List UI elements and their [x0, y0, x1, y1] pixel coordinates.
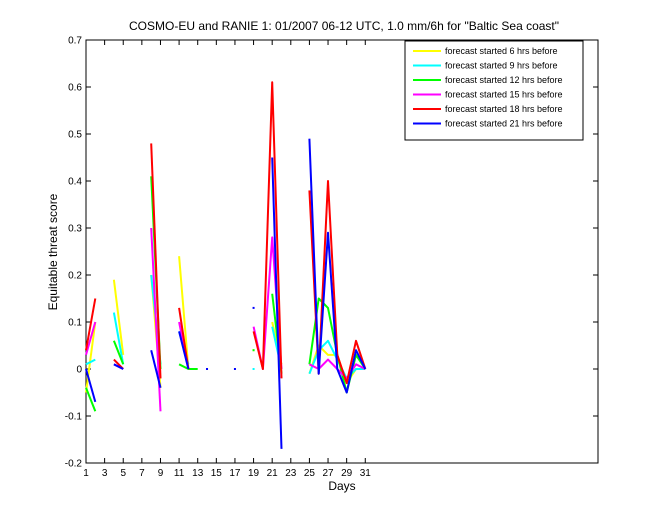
series-line: [85, 321, 97, 356]
y-tick-label: -0.1: [65, 412, 83, 423]
series-line: [271, 157, 283, 449]
series-point: [252, 306, 255, 309]
x-tick-label: 19: [248, 468, 260, 479]
x-tick-label: 1: [83, 468, 89, 479]
x-tick-label: 29: [341, 468, 353, 479]
legend-label: forecast started 9 hrs before: [445, 61, 558, 71]
y-tick-label: 0.1: [68, 318, 82, 329]
y-tick-label: 0.5: [68, 130, 82, 141]
series-line: [85, 358, 96, 366]
x-axis-label: Days: [328, 479, 355, 493]
x-tick-label: 3: [102, 468, 108, 479]
x-tick-label: 25: [304, 468, 316, 479]
y-tick-label: 0.7: [68, 36, 82, 47]
series-line: [178, 256, 190, 370]
series-point: [252, 349, 255, 352]
legend-label: forecast started 6 hrs before: [445, 46, 558, 56]
x-tick-label: 9: [158, 468, 164, 479]
y-tick-label: 0: [76, 365, 82, 376]
legend-label: forecast started 18 hrs before: [445, 104, 563, 114]
legend-label: forecast started 15 hrs before: [445, 90, 563, 100]
series-line: [85, 321, 97, 393]
series-6: [85, 138, 367, 449]
series-line: [112, 279, 125, 356]
x-tick-label: 11: [174, 468, 185, 479]
y-tick-label: 0.3: [68, 224, 82, 235]
y-tick-label: 0.4: [68, 177, 82, 188]
x-tick-label: 5: [120, 468, 126, 479]
series-line: [252, 81, 283, 379]
x-tick-label: 17: [229, 468, 241, 479]
legend-label: forecast started 12 hrs before: [445, 75, 563, 85]
y-tick-label: 0.6: [68, 83, 82, 94]
y-tick-label: 0.2: [68, 271, 82, 282]
series-line: [112, 312, 125, 365]
series-line: [150, 349, 162, 389]
x-tick-label: 15: [211, 468, 223, 479]
legend-label: forecast started 21 hrs before: [445, 119, 563, 129]
series-line: [178, 331, 190, 370]
x-tick-label: 13: [192, 468, 204, 479]
series-line: [85, 368, 97, 403]
x-tick-label: 7: [139, 468, 145, 479]
series-line: [112, 340, 125, 365]
chart-title: COSMO-EU and RANIE 1: 01/2007 06-12 UTC,…: [129, 19, 559, 33]
series-line: [85, 387, 97, 412]
y-axis-label: Equitable threat score: [46, 193, 60, 310]
series-point: [252, 368, 255, 370]
x-tick-label: 21: [267, 468, 279, 479]
x-tick-label: 27: [322, 468, 334, 479]
x-tick-label: 23: [285, 468, 297, 479]
series-point: [233, 368, 236, 370]
y-tick-label: -0.2: [65, 459, 83, 470]
legend: forecast started 6 hrs before forecast st…: [404, 40, 584, 141]
series-line: [113, 363, 124, 370]
series-line: [308, 138, 367, 394]
series-line: [150, 143, 162, 379]
series-point: [206, 368, 209, 370]
x-tick-label: 31: [360, 468, 372, 479]
series-line: [85, 298, 97, 351]
